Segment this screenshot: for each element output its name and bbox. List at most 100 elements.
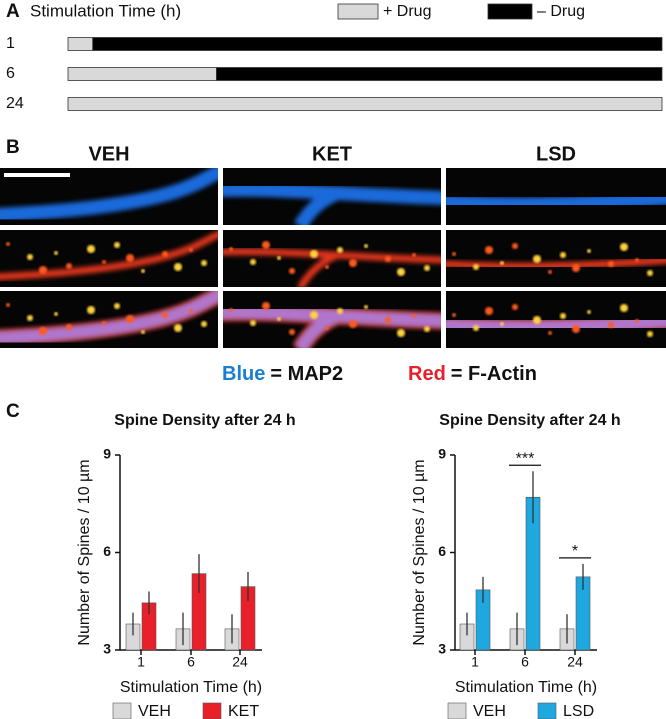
stain-key: Red	[408, 363, 446, 385]
spine	[424, 265, 430, 271]
bar-segment	[92, 37, 663, 51]
y-tick-label: 6	[103, 543, 111, 559]
x-axis-label: Stimulation Time (h)	[120, 679, 262, 696]
chart-title: Spine Density after 24 h	[114, 412, 295, 429]
spine	[473, 325, 479, 331]
micrograph	[223, 230, 441, 287]
dendrite	[0, 230, 218, 281]
spine	[485, 307, 493, 315]
x-tick-label: 24	[567, 654, 583, 670]
stain-text: = F-Actin	[451, 363, 537, 385]
micrograph	[446, 168, 666, 225]
spine	[6, 242, 10, 246]
spine	[337, 247, 343, 253]
micrograph	[446, 230, 666, 287]
spine	[289, 329, 295, 335]
spine	[412, 314, 416, 318]
bar-segment	[216, 67, 663, 81]
dendrite	[0, 291, 218, 345]
spine	[66, 263, 72, 269]
legend-label: VEH	[138, 703, 171, 719]
spine	[620, 304, 628, 312]
row-label: 6	[6, 65, 15, 82]
y-tick-label: 6	[438, 543, 446, 559]
y-tick-label: 3	[103, 641, 111, 657]
spine	[114, 242, 120, 248]
spine	[397, 268, 405, 276]
spine	[87, 306, 95, 314]
y-tick-label: 9	[103, 446, 111, 462]
micrograph	[223, 291, 441, 348]
spine	[262, 241, 270, 249]
spine	[473, 264, 479, 270]
spine	[620, 243, 628, 251]
spine	[201, 321, 207, 327]
dendrite	[223, 306, 441, 348]
spine	[548, 331, 552, 335]
dendrite	[446, 191, 666, 212]
spine	[325, 265, 329, 269]
spine	[39, 327, 47, 335]
spine	[500, 322, 504, 326]
chart-title: Stimulation Time (h)	[30, 1, 181, 20]
spine	[126, 254, 134, 262]
spine	[349, 259, 357, 267]
spine	[174, 324, 182, 332]
spine	[452, 313, 456, 317]
spine	[325, 326, 329, 330]
row-label: 24	[6, 95, 24, 112]
legend-label: VEH	[473, 703, 506, 719]
spine	[512, 304, 518, 310]
spine	[424, 326, 430, 332]
spine	[548, 270, 552, 274]
bar-segment	[67, 37, 94, 51]
spine	[6, 303, 10, 307]
y-axis-label: Number of Spines / 10 µm	[76, 459, 93, 645]
spine	[337, 308, 343, 314]
legend-swatch	[447, 702, 467, 719]
x-tick-label: 1	[137, 654, 145, 670]
x-tick-label: 6	[187, 654, 195, 670]
spine	[66, 324, 72, 330]
spine	[587, 249, 591, 253]
spine	[262, 302, 270, 310]
spine	[385, 256, 391, 262]
spine	[54, 312, 58, 316]
spine	[102, 260, 106, 264]
spine	[250, 320, 256, 326]
x-axis-label: Stimulation Time (h)	[455, 679, 597, 696]
legend-label: KET	[228, 703, 259, 719]
legend-swatch	[202, 702, 222, 719]
micrograph	[446, 291, 666, 348]
stain-text: = MAP2	[270, 363, 343, 385]
y-axis-label: Number of Spines / 10 µm	[411, 459, 428, 645]
dendrite	[223, 182, 441, 225]
dendrite	[446, 256, 666, 270]
spine	[229, 308, 233, 312]
spine	[560, 313, 566, 319]
spine	[572, 325, 580, 333]
spine	[533, 255, 541, 263]
spine	[126, 315, 134, 323]
spine	[452, 252, 456, 256]
legend-label: – Drug	[537, 3, 585, 20]
legend-swatch	[337, 3, 379, 20]
spine	[162, 251, 168, 257]
micrograph	[0, 291, 218, 348]
spine	[512, 243, 518, 249]
spine	[27, 315, 33, 321]
legend-swatch	[537, 702, 557, 719]
spine	[277, 317, 281, 321]
spine	[500, 261, 504, 265]
dendrite	[446, 314, 666, 334]
spine	[250, 259, 256, 265]
spine	[364, 244, 368, 248]
y-tick-label: 3	[438, 641, 446, 657]
spine	[310, 311, 318, 319]
spine	[587, 310, 591, 314]
stain-key: Blue	[222, 363, 265, 385]
x-tick-label: 24	[232, 654, 248, 670]
micrograph-bg	[0, 230, 218, 287]
spine	[229, 247, 233, 251]
